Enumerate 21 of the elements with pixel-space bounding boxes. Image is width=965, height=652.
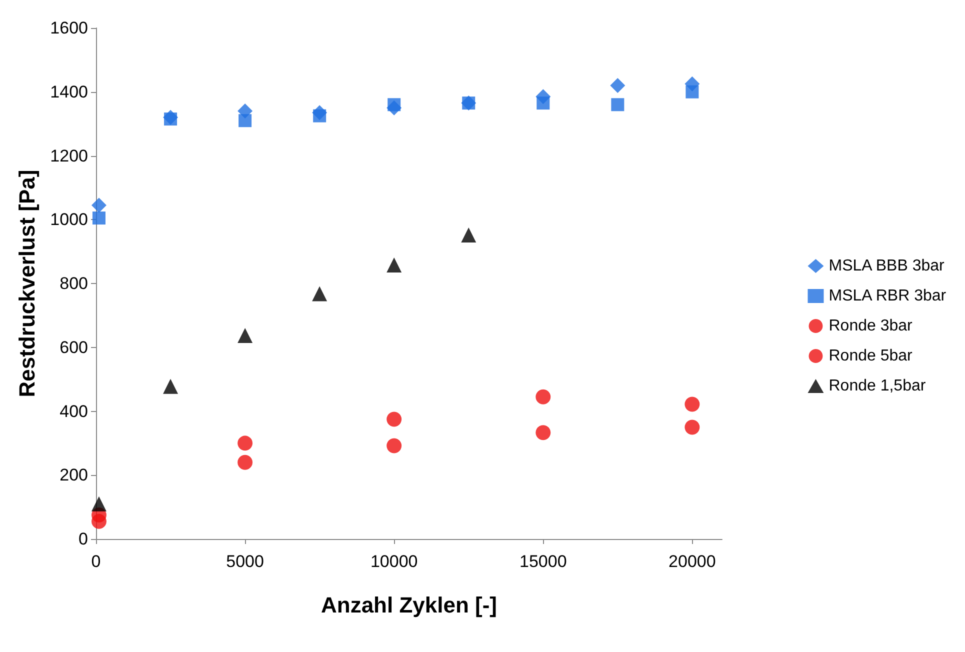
y-tick-label: 1200 — [50, 146, 88, 166]
x-tick-label: 10000 — [370, 552, 418, 571]
y-tick-label: 1400 — [50, 82, 88, 102]
legend-label: Ronde 1,5bar — [828, 378, 926, 394]
legend-label: MSLA BBB 3bar — [828, 258, 946, 274]
x-axis-title: Anzahl Zyklen [-] — [320, 592, 498, 618]
x-tick-label: 20000 — [668, 552, 716, 571]
y-tick-label: 0 — [78, 530, 88, 548]
x-tick-label: 5000 — [226, 552, 264, 571]
y-axis-title: Restdruckverlust [Pa] — [14, 170, 40, 398]
x-tick-label: 0 — [91, 552, 101, 571]
legend-label: MSLA RBR 3bar — [828, 288, 947, 304]
y-tick-label: 400 — [60, 402, 88, 421]
y-tick-label: 800 — [60, 274, 88, 293]
x-tick-label: 15000 — [520, 552, 567, 571]
y-tick-label: 1000 — [50, 210, 88, 230]
y-tick-label: 200 — [60, 466, 88, 485]
legend-label: Ronde 5bar — [828, 348, 914, 364]
y-tick-label: 600 — [60, 338, 88, 357]
legend-label: Ronde 3bar — [828, 318, 914, 334]
y-tick-label: 1600 — [50, 18, 88, 38]
